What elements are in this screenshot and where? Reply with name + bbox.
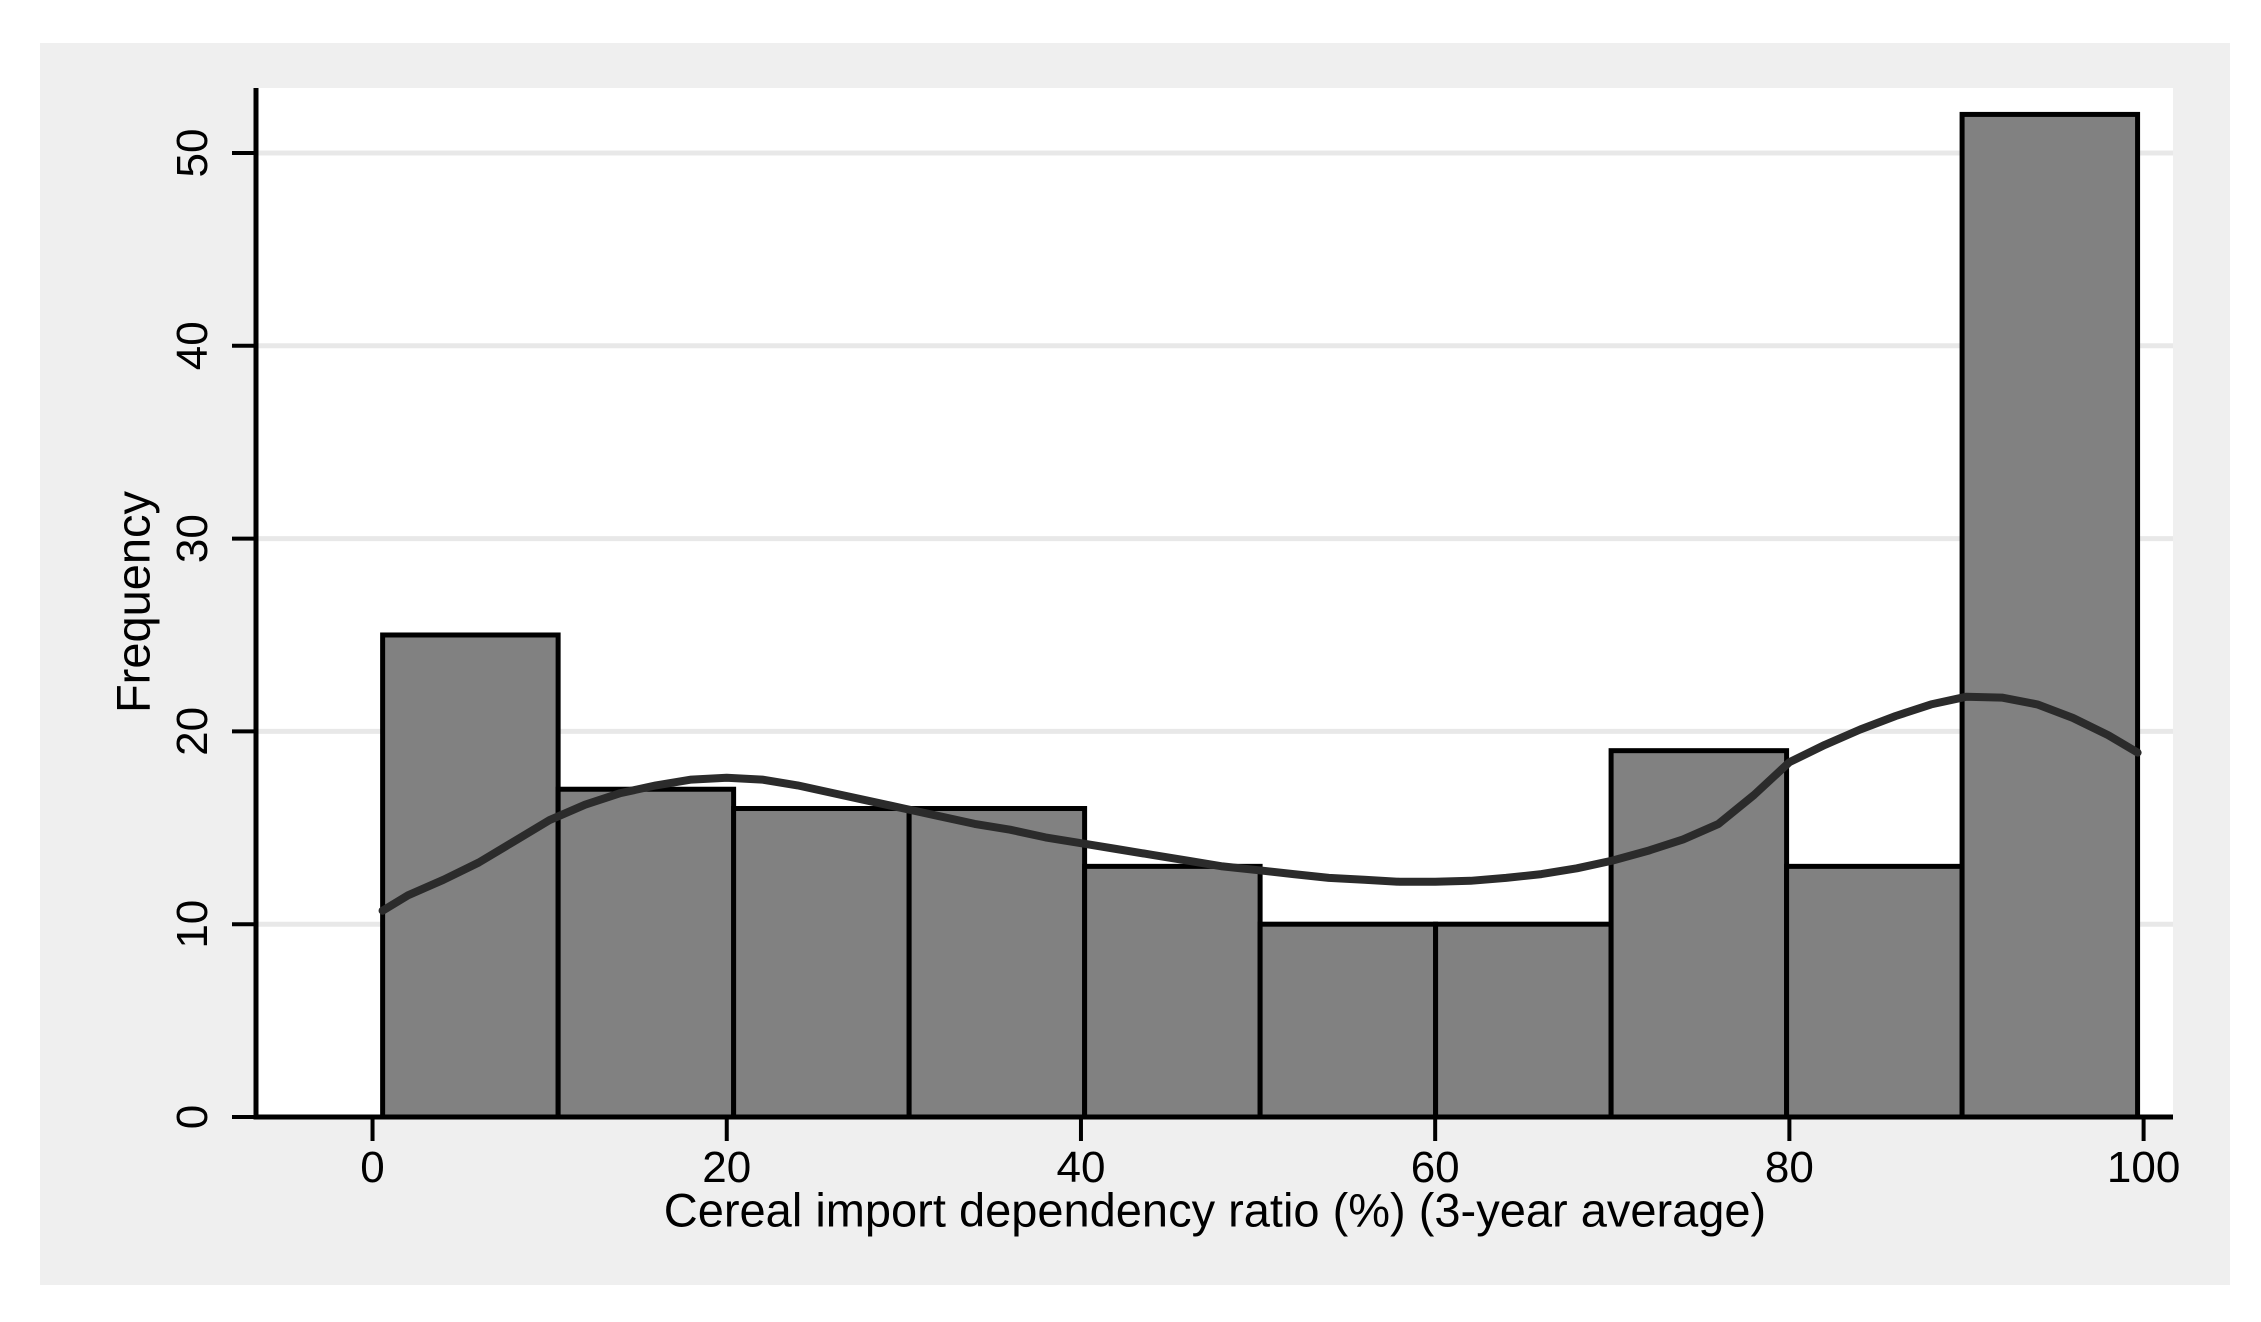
histogram-bar — [555, 786, 737, 1120]
y-tick-label: 50 — [168, 128, 217, 177]
x-tick-label: 0 — [360, 1143, 384, 1192]
x-tick-label: 40 — [1056, 1143, 1105, 1192]
density-curve — [378, 692, 2142, 915]
histogram-bar — [1959, 111, 2141, 1120]
histogram-bar — [1433, 921, 1614, 1120]
histogram-bar — [1608, 748, 1790, 1120]
histogram-bar — [380, 632, 561, 1120]
x-tick-label: 100 — [2107, 1143, 2180, 1192]
histogram-bar — [1257, 921, 1439, 1120]
histogram-bar — [906, 806, 1088, 1120]
x-axis-title: Cereal import dependency ratio (%) (3-ye… — [663, 1183, 1767, 1237]
histogram-bar — [1784, 863, 1965, 1120]
y-tick-label: 0 — [168, 1105, 217, 1129]
y-tick-label: 40 — [168, 321, 217, 370]
y-tick-label: 10 — [168, 900, 217, 949]
y-tick-label: 30 — [168, 514, 217, 563]
y-axis-title: Frequency — [106, 490, 160, 714]
x-tick-label: 80 — [1765, 1143, 1814, 1192]
histogram-bar — [731, 806, 912, 1120]
y-tick-label: 20 — [168, 707, 217, 756]
histogram-bar — [1082, 863, 1263, 1120]
x-tick-label: 20 — [702, 1143, 751, 1192]
x-tick-label: 60 — [1411, 1143, 1460, 1192]
